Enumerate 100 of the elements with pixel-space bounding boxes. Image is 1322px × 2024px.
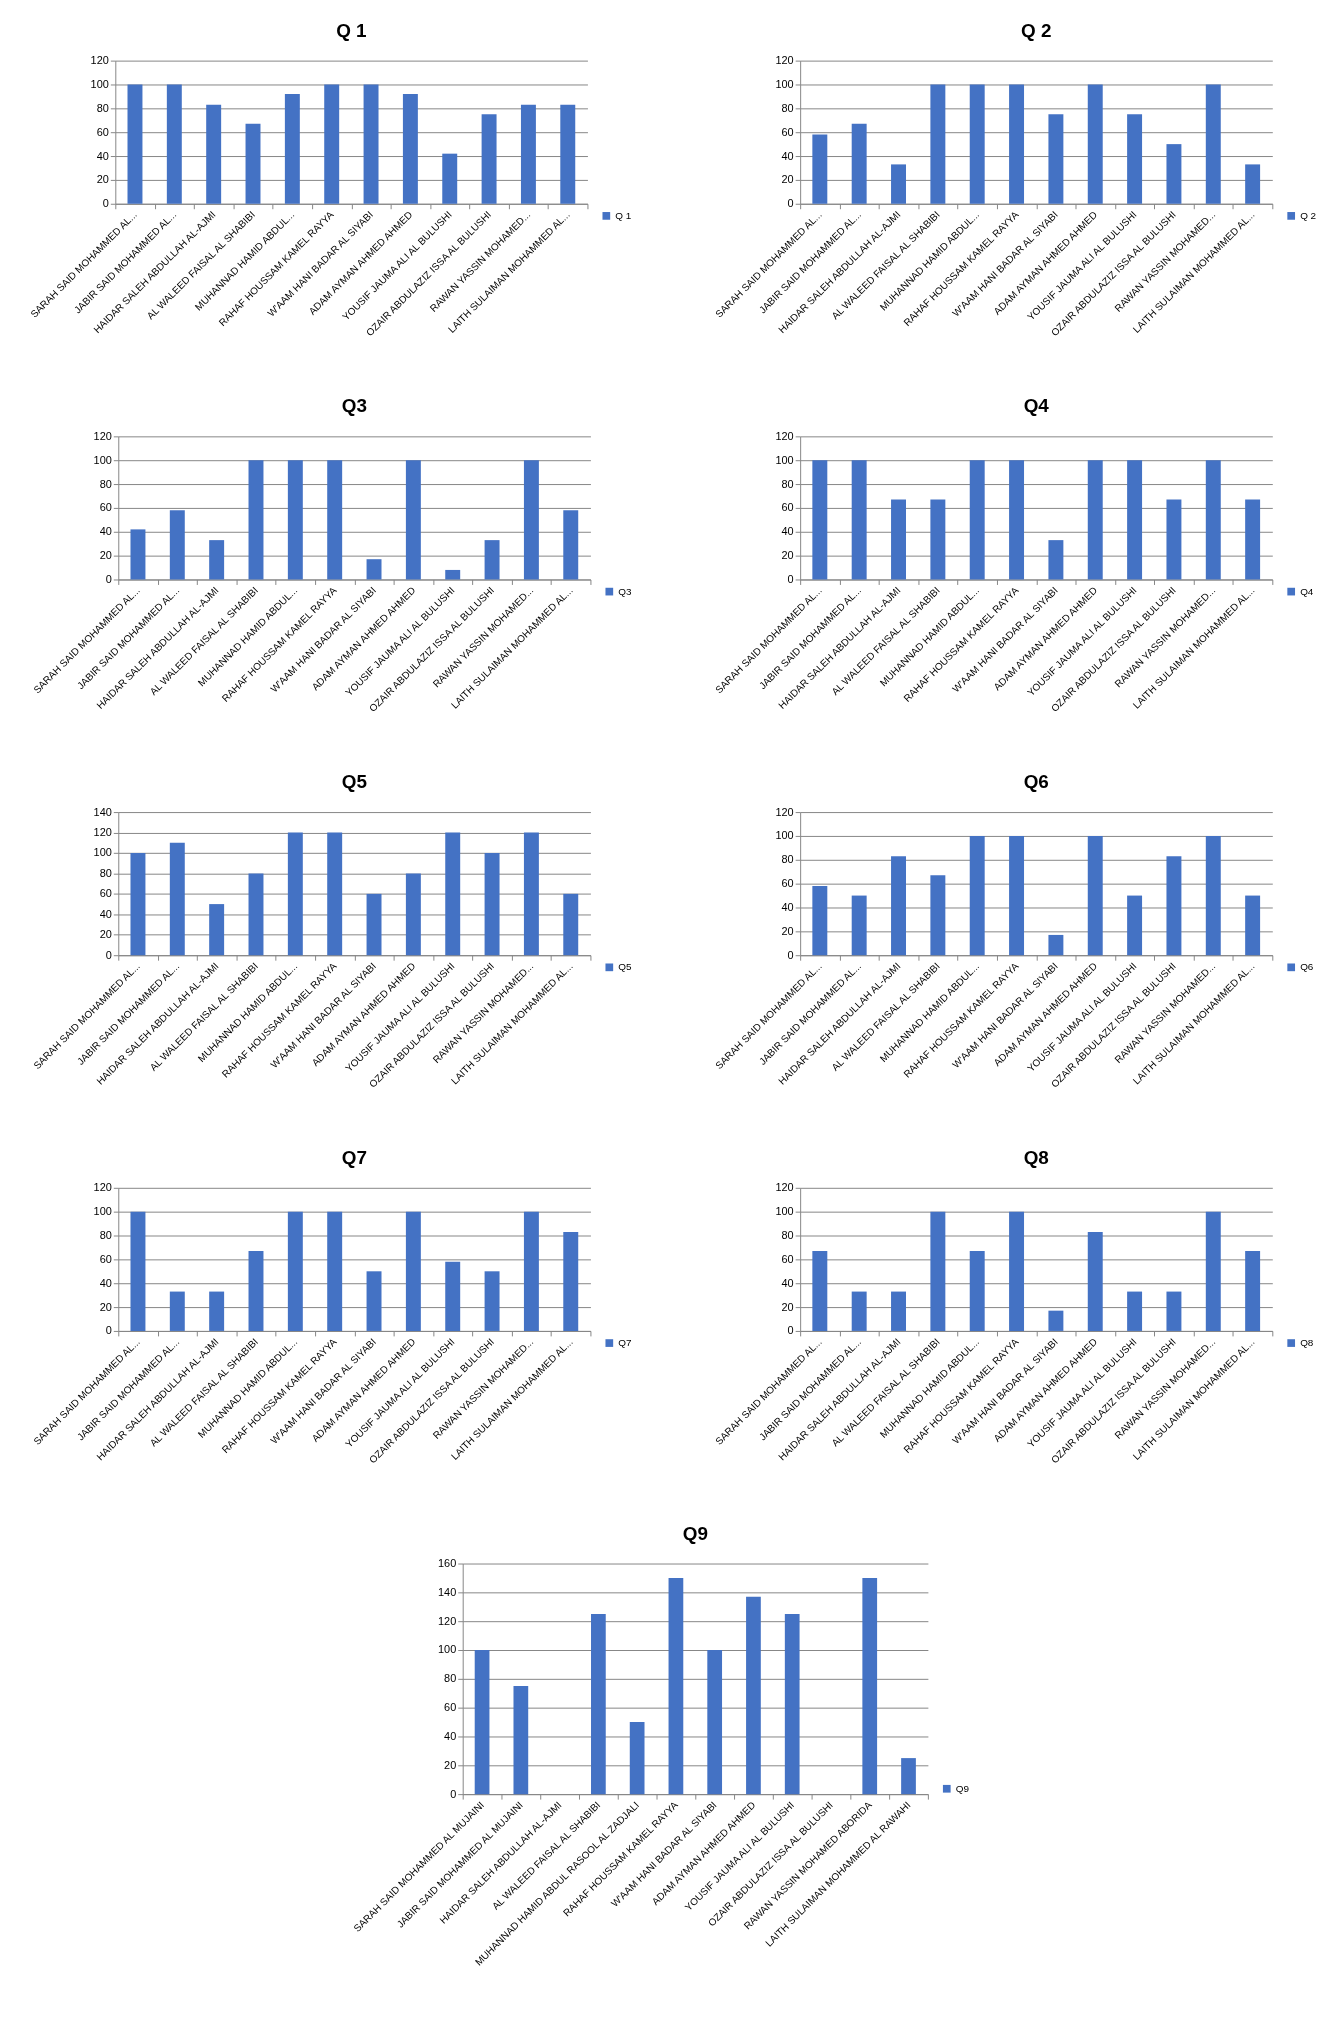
bar [1087,835,1103,956]
y-tick-label: 0 [450,1787,457,1800]
bar [1048,114,1064,204]
y-tick-label: 40 [781,1276,794,1289]
bar [851,895,867,956]
bar [445,832,461,956]
y-tick-label: 60 [444,1701,457,1714]
bar [1205,84,1221,204]
y-tick-label: 80 [99,477,112,490]
y-tick-label: 0 [787,948,794,961]
bar [1166,499,1182,580]
bar [1009,835,1025,956]
bar [1127,895,1143,956]
y-tick-label: 40 [781,900,794,913]
bar [513,1686,529,1795]
bar [287,460,303,580]
bar [324,84,340,204]
y-tick-label: 80 [96,101,109,114]
bar [130,1211,146,1331]
y-tick-label: 80 [444,1672,457,1685]
y-tick-label: 100 [90,77,109,90]
chart-title: Q 1 [336,19,367,41]
bar [891,164,906,204]
bar [169,842,185,956]
y-tick-label: 80 [781,477,794,490]
bar [523,832,539,956]
chart-title: Q3 [341,395,367,417]
y-tick-label: 0 [787,572,794,585]
y-tick-label: 40 [99,1276,112,1289]
y-tick-label: 60 [99,887,112,900]
bar [1245,1251,1261,1331]
bar [520,104,536,204]
bar [812,460,828,580]
bar [1205,1211,1221,1331]
bar [206,104,222,204]
bar [484,852,500,956]
bar [812,134,828,204]
bar [166,84,182,204]
bar [969,835,985,956]
bar [563,510,579,580]
bar [484,540,500,580]
y-tick-label: 120 [775,54,794,67]
bar [1009,84,1025,204]
bar [862,1577,878,1795]
bar [851,1291,867,1331]
y-tick-label: 0 [105,572,112,585]
y-tick-label: 60 [99,1252,112,1265]
bar [209,904,225,956]
bar [481,114,497,204]
bar [812,1251,828,1331]
bar [445,1261,461,1331]
y-tick-label: 120 [93,429,112,442]
bar [851,123,867,204]
y-tick-label: 120 [775,429,794,442]
legend-label: Q3 [618,585,632,597]
bar [445,569,461,580]
bar [405,873,421,956]
chart-title: Q9 [682,1522,708,1544]
bar [523,1211,539,1331]
bar [969,460,985,580]
bar [130,529,146,580]
legend-label: Q 1 [615,209,632,221]
bar [1245,499,1261,580]
bar [248,460,264,580]
y-tick-label: 40 [99,907,112,920]
bar [1205,835,1221,956]
y-tick-label: 80 [781,1228,794,1241]
bar [327,460,343,580]
bar [405,460,421,580]
bar [668,1577,684,1795]
bar [930,84,946,204]
bar [484,1271,500,1331]
chart-title: Q6 [1023,771,1049,793]
legend-label: Q5 [618,961,632,973]
bar [1048,1310,1064,1331]
bar [209,1291,225,1331]
bar [1245,895,1261,956]
bar [1127,1291,1143,1331]
y-tick-label: 20 [99,549,112,562]
bar [969,1251,985,1331]
bar [1087,84,1103,204]
bar [523,460,539,580]
y-tick-label: 120 [93,826,112,838]
y-tick-label: 0 [105,1324,112,1337]
bar [930,875,946,956]
bar [891,1291,906,1331]
y-tick-label: 0 [105,948,112,961]
bar [284,94,300,204]
y-tick-label: 80 [781,101,794,114]
bar [169,1291,185,1331]
y-tick-label: 100 [775,453,794,466]
bar [1087,1231,1103,1331]
bar [930,499,946,580]
bar [1127,460,1143,580]
legend-label: Q9 [955,1782,970,1794]
y-tick-label: 20 [99,928,112,941]
bar [563,1231,579,1331]
y-tick-label: 120 [775,805,794,818]
bar [1009,460,1025,580]
bar [1087,460,1103,580]
